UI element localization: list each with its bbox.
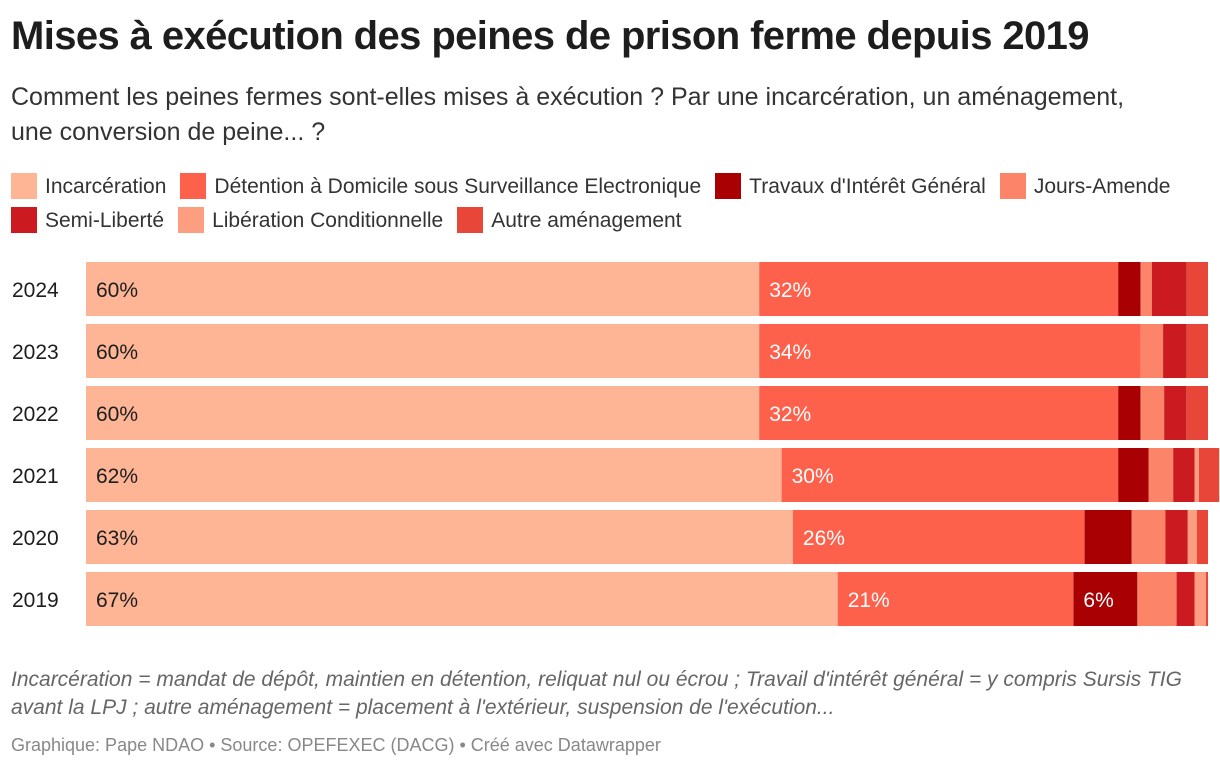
stacked-bar-chart: 2024 60% 32% 2023 60% 34% 2022 60% 32% 2021 62% 30%… (12, 262, 1220, 626)
data-label: 62% (96, 465, 138, 488)
legend-item: Libération Conditionnelle (178, 204, 443, 238)
legend-item: Détention à Domicile sous Surveillance E… (180, 170, 701, 204)
data-label: 21% (848, 589, 890, 612)
bar-segment (1140, 262, 1152, 316)
bar-segment (1196, 510, 1208, 564)
bar-segment (1186, 324, 1208, 378)
legend-label: Travaux d'Intérêt Général (749, 175, 986, 198)
legend: Incarcération Détention à Domicile sous S… (11, 170, 1191, 238)
data-label: 67% (96, 589, 138, 612)
data-label: 34% (769, 341, 811, 364)
legend-item: Autre aménagement (457, 204, 682, 238)
legend-item: Travaux d'Intérêt Général (715, 170, 986, 204)
legend-label: Détention à Domicile sous Surveillance E… (214, 175, 702, 198)
year-label: 2021 (12, 465, 59, 488)
bar-segment (1194, 572, 1206, 626)
bar-segment (1165, 510, 1188, 564)
bar-segment (1173, 448, 1195, 502)
bar-segment (1073, 572, 1138, 626)
bar-segment (1131, 510, 1166, 564)
bar-segment (86, 324, 760, 378)
bar-segment (1084, 510, 1132, 564)
bar-segment (1199, 448, 1220, 502)
bar-segment (792, 510, 1085, 564)
bar-segment (759, 324, 1141, 378)
bar-segment (837, 572, 1074, 626)
legend-label: Libération Conditionnelle (212, 209, 444, 232)
data-label: 60% (96, 279, 138, 302)
legend-label: Incarcération (45, 175, 167, 198)
year-label: 2023 (12, 341, 59, 364)
bar-segment (1186, 386, 1208, 440)
bar-segment (1164, 386, 1187, 440)
chart-credits: Graphique: Pape NDAO • Source: OPEFEXEC … (11, 735, 661, 755)
legend-swatch (11, 173, 37, 199)
data-label: 60% (96, 341, 138, 364)
legend-swatch (178, 207, 205, 233)
chart-title: Mises à exécution des peines de prison f… (11, 14, 1090, 58)
year-label: 2019 (12, 589, 59, 612)
bar-segment (1194, 448, 1199, 502)
legend-swatch (11, 207, 37, 233)
data-label: 26% (803, 527, 845, 550)
year-label: 2024 (12, 279, 59, 302)
year-label: 2020 (12, 527, 59, 550)
legend-swatch (180, 173, 207, 199)
bar-segment (759, 262, 1119, 316)
legend-swatch (715, 173, 742, 199)
bar-segment (86, 262, 760, 316)
bar-segment (1151, 262, 1187, 316)
data-label: 32% (769, 279, 811, 302)
bar-segment (1163, 324, 1187, 378)
legend-label: Semi-Liberté (45, 209, 165, 232)
data-label: 30% (792, 465, 834, 488)
bar-segment (1118, 262, 1141, 316)
bar-segment (1205, 572, 1208, 626)
chart-notes: Incarcération = mandat de dépôt, maintie… (11, 668, 1182, 719)
legend-item: Semi-Liberté (11, 204, 164, 238)
bar-segment (1148, 448, 1174, 502)
data-label: 60% (96, 403, 138, 426)
bar-segment (1137, 572, 1177, 626)
bar-segment (86, 448, 782, 502)
bar-segment (1140, 324, 1164, 378)
legend-swatch (999, 173, 1026, 199)
data-label: 32% (769, 403, 811, 426)
bar-segment (781, 448, 1119, 502)
legend-label: Jours-Amende (1033, 175, 1171, 198)
bar-segment (1140, 386, 1165, 440)
bar-segment (86, 572, 838, 626)
bar-segment (1176, 572, 1195, 626)
data-label: 63% (96, 527, 138, 550)
chart-subtitle: Comment les peines fermes sont-elles mis… (11, 83, 1125, 146)
legend-label: Autre aménagement (491, 209, 682, 232)
bar-segment (86, 510, 793, 564)
legend-swatch (457, 207, 484, 233)
bar-segment (1187, 510, 1197, 564)
bar-segment (86, 386, 760, 440)
data-label: 6% (1083, 589, 1113, 612)
year-label: 2022 (12, 403, 59, 426)
bar-segment (1118, 448, 1149, 502)
bar-segment (1186, 262, 1208, 316)
legend-item: Incarcération (11, 170, 166, 204)
bar-segment (1118, 386, 1141, 440)
bar-segment (759, 386, 1119, 440)
legend-item: Jours-Amende (999, 170, 1171, 204)
